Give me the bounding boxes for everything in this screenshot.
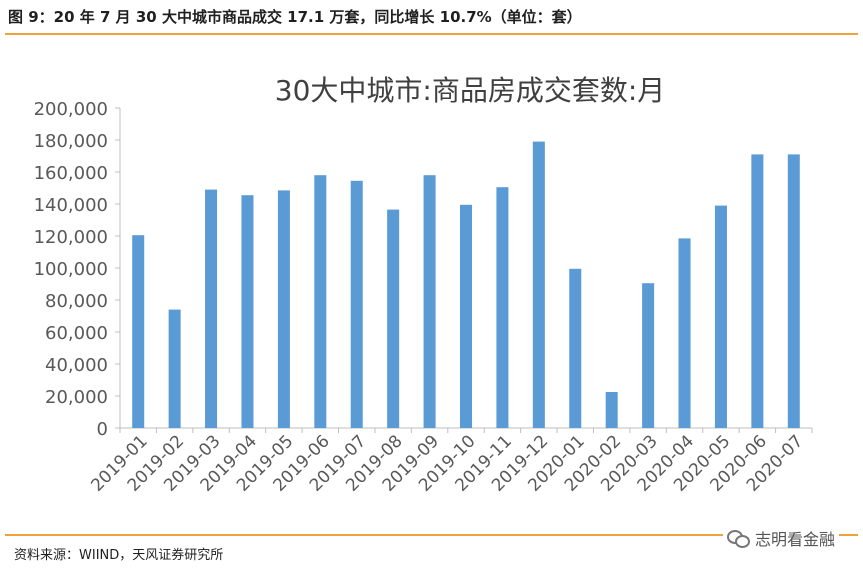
y-axis: 0 20,000 40,000 60,000 80,000 100,000 120,000 1… [34,99,121,440]
y-tick-label: 80,000 [45,291,108,312]
bar-2020-04 [678,238,691,428]
bar-2019-02 [168,309,181,428]
bar-2019-03 [205,189,218,428]
bar-2020-05 [714,205,727,428]
y-tick-label: 120,000 [34,227,108,248]
y-tick-label: 200,000 [34,99,108,120]
bar-2019-05 [277,190,290,428]
top-divider [5,33,858,35]
watermark: 志明看金融 [722,526,839,550]
bar-2020-06 [751,154,764,428]
bar-2020-03 [642,283,655,428]
source-note: 资料来源：WIIND，天风证券研究所 [14,548,224,563]
bar-2019-10 [459,204,473,428]
bar-2019-01 [132,235,145,428]
bars [132,141,800,428]
y-tick-label: 140,000 [34,195,108,216]
y-tick-label: 20,000 [45,387,108,408]
bar-2020-07 [787,154,800,428]
y-tick-label: 0 [97,419,108,440]
bottom-divider [5,534,858,536]
bar-2019-06 [314,175,327,428]
bar-2019-11 [496,187,509,428]
bar-2019-07 [350,180,363,428]
bar-2019-04 [241,195,254,428]
y-tick-label: 40,000 [45,355,108,376]
chart-title: 30大中城市:商品房成交套数:月 [275,74,666,107]
bar-2020-01 [569,268,582,428]
y-tick-label: 180,000 [34,131,108,152]
bar-2019-12 [532,141,545,428]
wechat-icon [726,529,750,548]
x-axis: 2019-012019-022019-032019-042019-052019-… [87,427,813,496]
watermark-text: 志明看金融 [754,530,835,549]
bar-2019-09 [423,175,436,428]
y-tick-label: 100,000 [34,259,108,280]
bar-2019-08 [387,209,400,428]
bar-2020-02 [605,392,618,428]
y-tick-label: 160,000 [34,163,108,184]
figure-caption: 图 9：20 年 7 月 30 大中城市商品成交 17.1 万套，同比增长 10… [8,8,582,26]
y-tick-label: 60,000 [45,323,108,344]
bar-chart: 30大中城市:商品房成交套数:月 0 20,000 40,000 60,000 80,0… [34,74,813,496]
